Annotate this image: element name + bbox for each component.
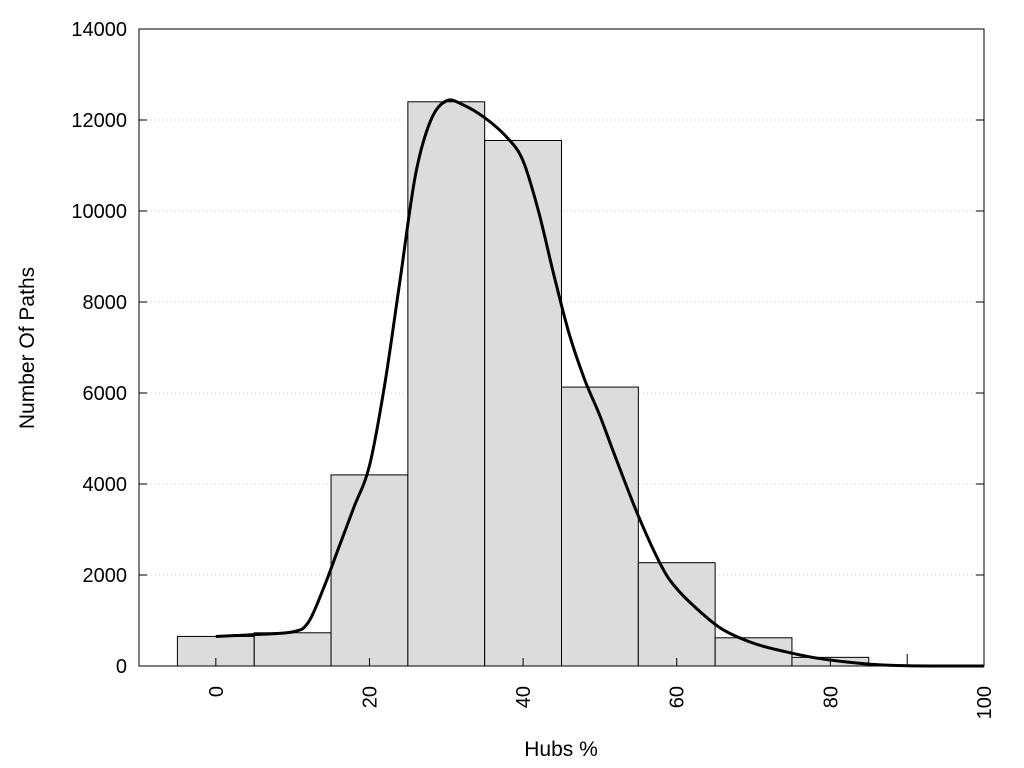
x-tick-label: 80 [820, 686, 842, 708]
density-curve [215, 98, 985, 668]
x-axis-ticks: 0 20 40 60 80 100 [206, 654, 996, 719]
density-curve-layer [215, 98, 985, 668]
y-axis-ticks: 0 2000 4000 6000 8000 10000 12000 14000 [71, 19, 984, 678]
x-tick-label: 40 [513, 686, 535, 708]
x-tick-label: 0 [206, 686, 228, 697]
y-tick-label: 0 [116, 656, 127, 678]
x-tick-label: 100 [974, 686, 996, 719]
y-tick-label: 8000 [83, 292, 128, 314]
histogram-bar [561, 386, 639, 667]
y-tick-label: 14000 [71, 19, 127, 41]
plot-frame [138, 28, 985, 667]
x-tick-label: 60 [667, 686, 689, 708]
histogram-bar [330, 474, 409, 667]
histogram-bar [407, 101, 486, 667]
grid-lines [139, 119, 984, 576]
x-axis-label: Hubs % [524, 738, 598, 761]
histogram-bar [253, 632, 332, 667]
y-tick-label: 12000 [71, 110, 127, 132]
y-tick-label: 2000 [83, 565, 128, 587]
y-tick-label: 6000 [83, 383, 128, 405]
y-tick-label: 4000 [83, 474, 128, 496]
y-tick-label: 10000 [71, 201, 127, 223]
histogram-bar [484, 139, 563, 667]
bars [176, 101, 870, 667]
y-axis-label: Number Of Paths [16, 267, 39, 429]
x-tick-label: 20 [359, 686, 381, 708]
